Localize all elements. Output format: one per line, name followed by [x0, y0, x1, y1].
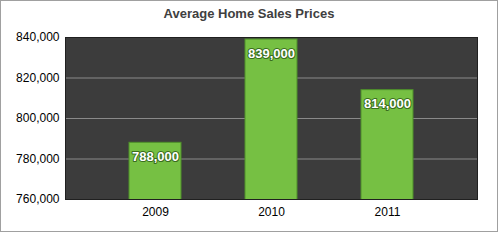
svg-text:760,000: 760,000: [16, 192, 60, 206]
svg-text:788,000: 788,000: [132, 149, 179, 164]
svg-text:814,000: 814,000: [364, 96, 411, 111]
svg-text:2010: 2010: [258, 205, 285, 219]
svg-text:839,000: 839,000: [248, 46, 295, 61]
svg-text:800,000: 800,000: [16, 111, 60, 125]
svg-text:780,000: 780,000: [16, 152, 60, 166]
svg-text:840,000: 840,000: [16, 30, 60, 44]
svg-text:2009: 2009: [142, 205, 169, 219]
html-text:Average Home Sales Prices: Average Home Sales Prices: [163, 6, 335, 21]
svg-text:2011: 2011: [375, 205, 401, 219]
svg-text:820,000: 820,000: [16, 71, 60, 85]
